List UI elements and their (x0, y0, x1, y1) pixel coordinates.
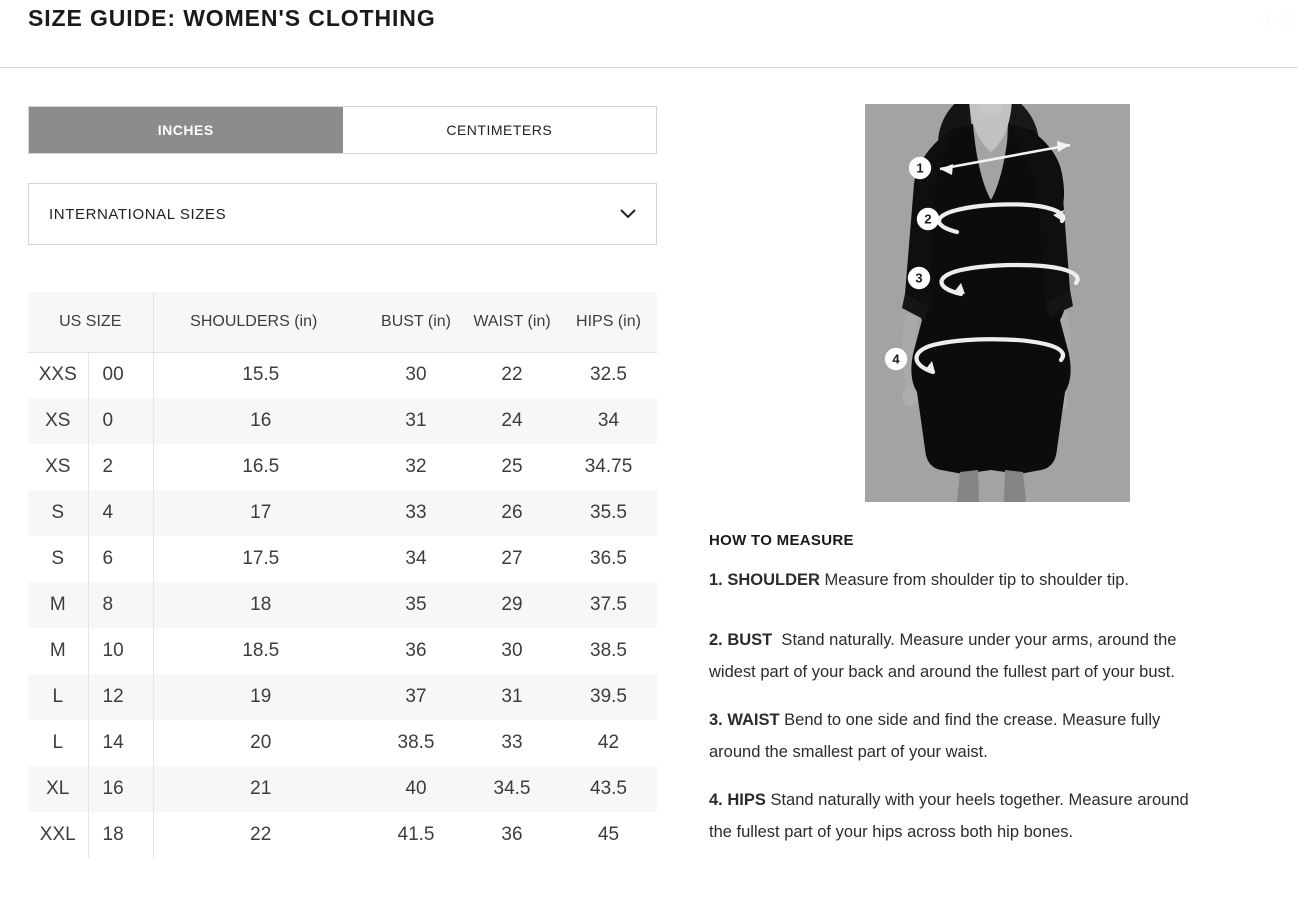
svg-text:1: 1 (916, 161, 923, 176)
svg-text:4: 4 (892, 352, 900, 367)
svg-text:2: 2 (924, 212, 931, 227)
svg-text:3: 3 (915, 271, 922, 286)
